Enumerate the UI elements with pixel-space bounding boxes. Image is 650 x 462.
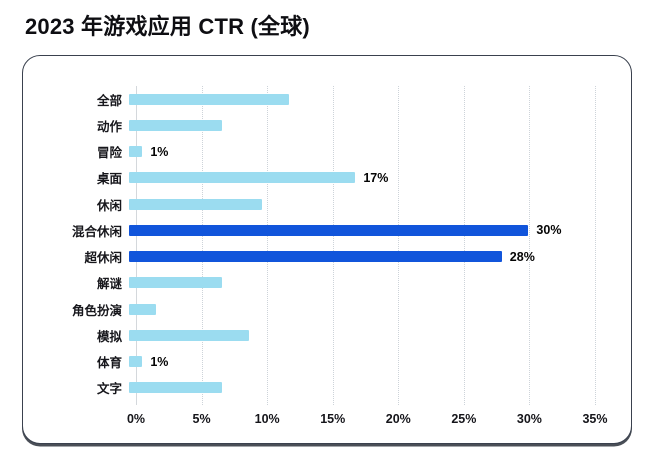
axis-baseline	[136, 86, 137, 405]
bar-track	[129, 93, 595, 105]
category-label: 动作	[96, 119, 122, 134]
chart-row: 文字	[39, 377, 621, 399]
x-tick-label: 25%	[451, 412, 477, 426]
bar-track: 1%	[129, 145, 595, 159]
bar-value-label: 1%	[150, 144, 169, 159]
bar-track: 17%	[129, 171, 595, 185]
bar-value-label: 30%	[536, 223, 562, 238]
bar-value-label: 17%	[363, 170, 389, 185]
category-label: 角色扮演	[71, 303, 122, 318]
chart-area: 全部动作冒险 1% 桌面 17% 休闲混合休闲 30% 超休闲 28% 解谜角色扮演模拟体育 1%…	[39, 86, 621, 433]
bar	[129, 119, 223, 131]
bar	[129, 303, 156, 315]
chart-row: 角色扮演	[39, 298, 621, 320]
bar-track: 30%	[129, 223, 595, 237]
x-tick-label: 20%	[385, 412, 411, 426]
bar	[129, 198, 263, 210]
x-tick-label: 30%	[516, 412, 542, 426]
plot-area: 全部动作冒险 1% 桌面 17% 休闲混合休闲 30% 超休闲 28% 解谜角色扮演模拟体育 1%…	[39, 86, 621, 405]
bar	[129, 356, 143, 368]
chart-row: 桌面 17%	[39, 167, 621, 189]
bar-rows: 全部动作冒险 1% 桌面 17% 休闲混合休闲 30% 超休闲 28% 解谜角色扮演模拟体育 1%…	[39, 86, 621, 401]
gridline	[463, 86, 465, 405]
gridline	[595, 86, 596, 405]
category-label: 文字	[96, 382, 122, 397]
category-label: 冒险	[96, 146, 122, 161]
category-label: 全部	[96, 93, 122, 108]
bar-track: 1%	[129, 355, 595, 369]
x-tick-label: 35%	[582, 412, 608, 426]
bar-value-label: 28%	[509, 249, 535, 264]
category-label: 休闲	[96, 198, 122, 213]
category-label: 桌面	[96, 172, 122, 187]
bar	[129, 329, 249, 341]
bar-track	[129, 198, 595, 210]
x-tick-label: 10%	[254, 412, 280, 426]
bar-track: 28%	[129, 250, 595, 264]
chart-row: 混合休闲 30%	[39, 219, 621, 241]
chart-panel: 全部动作冒险 1% 桌面 17% 休闲混合休闲 30% 超休闲 28% 解谜角色扮演模拟体育 1%…	[22, 55, 632, 444]
x-tick-label: 5%	[192, 412, 211, 426]
chart-row: 冒险 1%	[39, 141, 621, 163]
bar-track	[129, 329, 595, 341]
category-label: 解谜	[96, 277, 122, 292]
x-tick-label: 15%	[320, 412, 346, 426]
bar	[129, 146, 143, 158]
category-label: 超休闲	[84, 251, 122, 266]
bar-track	[129, 277, 595, 289]
gridline	[332, 86, 334, 405]
gridline	[267, 86, 269, 405]
chart-title: 2023 年游戏应用 CTR (全球)	[25, 14, 310, 39]
chart-row: 模拟	[39, 324, 621, 346]
chart-row: 全部	[39, 88, 621, 110]
category-label: 模拟	[96, 329, 122, 344]
bar	[129, 172, 356, 184]
chart-row: 休闲	[39, 193, 621, 215]
x-axis: 0% 5% 10% 15% 20% 25% 30% 35%	[127, 401, 608, 433]
bar	[129, 93, 289, 105]
bar-track	[129, 382, 595, 394]
gridlines	[136, 86, 596, 405]
gridline	[529, 86, 531, 405]
category-label: 混合休闲	[71, 224, 122, 239]
gridline	[201, 86, 203, 405]
bar	[129, 224, 529, 236]
bar-track	[129, 303, 595, 315]
bar	[129, 251, 502, 263]
x-tick-label: 0%	[126, 412, 146, 426]
chart-row: 动作	[39, 114, 621, 136]
bar	[129, 382, 223, 394]
bar-track	[129, 119, 595, 131]
bar	[129, 277, 223, 289]
gridline	[398, 86, 400, 405]
bar-value-label: 1%	[150, 354, 169, 369]
chart-row: 超休闲 28%	[39, 246, 621, 268]
chart-row: 解谜	[39, 272, 621, 294]
chart-row: 体育 1%	[39, 351, 621, 373]
category-label: 体育	[96, 356, 122, 371]
